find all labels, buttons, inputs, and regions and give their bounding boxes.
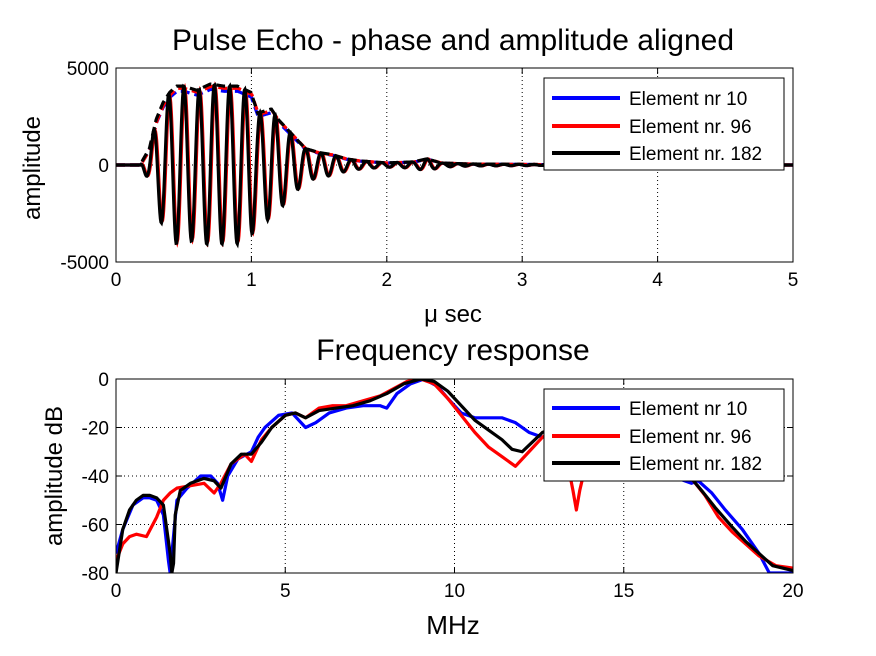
frequency-response-ylabel: amplitude dB: [41, 406, 68, 546]
y-tick-label: -60: [82, 516, 109, 537]
pulse-echo-legend: Element nr 10 Element nr. 96 Element nr.…: [543, 77, 785, 171]
y-tick-label: -80: [82, 564, 109, 585]
frequency-response-legend-label-blue: Element nr 10: [629, 399, 747, 420]
pulse-echo-legend-label-blue: Element nr 10: [629, 89, 747, 110]
pulse-echo-subplot: Pulse Echo - phase and amplitude aligned…: [19, 24, 798, 328]
x-tick-label: 2: [382, 270, 393, 291]
frequency-response-title: Frequency response: [316, 334, 590, 367]
x-tick-label: 10: [444, 581, 465, 602]
x-tick-label: 5: [788, 270, 799, 291]
frequency-response-ticks: 0 5 10 15 20 -80 -60 -40 -20 0: [82, 370, 804, 602]
y-tick-label: -20: [82, 419, 109, 440]
frequency-response-xlabel: MHz: [426, 610, 479, 640]
x-tick-label: 0: [111, 581, 122, 602]
y-tick-label: -40: [82, 467, 109, 488]
x-tick-label: 3: [517, 270, 528, 291]
x-tick-label: 0: [111, 270, 122, 291]
pulse-echo-legend-label-red: Element nr. 96: [629, 117, 752, 138]
x-tick-label: 1: [246, 270, 257, 291]
frequency-response-legend-label-black: Element nr. 182: [629, 454, 762, 475]
pulse-echo-title: Pulse Echo - phase and amplitude aligned: [172, 24, 734, 57]
x-tick-label: 20: [782, 581, 803, 602]
y-tick-label: 0: [98, 370, 109, 391]
frequency-response-subplot: Frequency response 0 5 10 15 20-80-60-40-200…: [41, 334, 804, 640]
pulse-echo-legend-label-black: Element nr. 182: [629, 144, 762, 165]
frequency-response-legend: Element nr 10 Element nr. 96 Element nr.…: [543, 388, 785, 482]
y-tick-label: 0: [98, 156, 109, 177]
x-tick-label: 15: [613, 581, 634, 602]
y-tick-label: 5000: [67, 59, 109, 80]
x-tick-label: 5: [280, 581, 291, 602]
pulse-echo-xlabel: μ sec: [424, 301, 482, 328]
y-tick-label: -5000: [60, 253, 109, 274]
x-tick-label: 4: [652, 270, 663, 291]
frequency-response-legend-label-red: Element nr. 96: [629, 427, 752, 448]
pulse-echo-ylabel: amplitude: [19, 116, 46, 220]
